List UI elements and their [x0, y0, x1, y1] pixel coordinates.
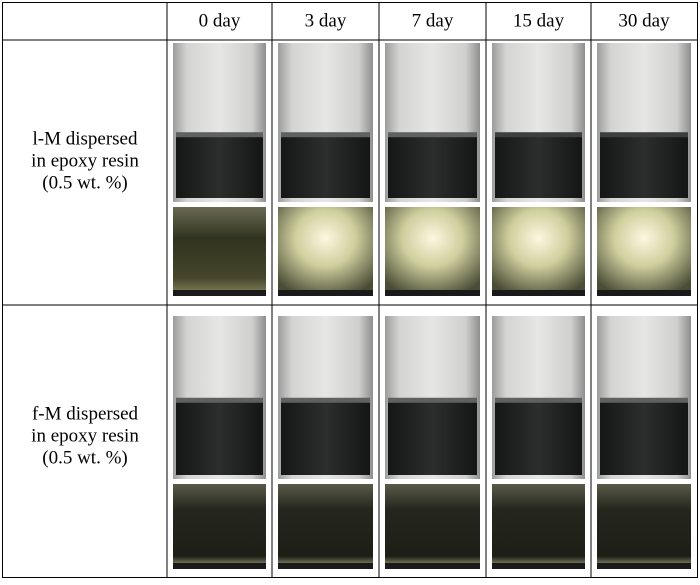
closeup-base — [385, 563, 480, 569]
vial-meniscus — [388, 397, 477, 403]
closeup-base — [173, 290, 266, 296]
vial-liquid — [600, 400, 688, 475]
row-label: f-M dispersed — [32, 403, 139, 424]
row-label: l-M dispersed — [32, 128, 138, 149]
closeup-base — [278, 290, 373, 296]
closeup-base — [597, 563, 691, 569]
label-layer: 0 day 3 day 7 day 15 day 30 day l-M dispersed… — [31, 10, 670, 468]
closeup-photo — [597, 484, 691, 569]
vial-liquid — [176, 400, 263, 475]
column-header: 0 day — [199, 10, 241, 31]
closeup-photo — [173, 484, 266, 569]
column-header: 7 day — [412, 10, 454, 31]
closeup-base — [492, 290, 585, 296]
vial-meniscus — [495, 397, 582, 403]
closeup-base — [278, 563, 373, 569]
vial-meniscus — [281, 132, 370, 138]
vial-meniscus — [388, 132, 477, 138]
closeup-photo — [492, 207, 585, 296]
vial-liquid — [495, 400, 582, 475]
closeup-base — [173, 563, 266, 569]
closeup-base — [385, 290, 480, 296]
vial-meniscus — [600, 132, 688, 138]
column-header: 3 day — [305, 10, 347, 31]
vial-liquid — [495, 135, 582, 198]
row-label: (0.5 wt. %) — [42, 447, 127, 468]
closeup-photo — [385, 207, 480, 296]
closeup-photo — [278, 484, 373, 569]
vial-meniscus — [176, 397, 263, 403]
vial-meniscus — [495, 132, 582, 138]
vial-liquid — [176, 135, 263, 198]
closeup-photo — [278, 207, 373, 296]
column-header: 30 day — [618, 10, 670, 31]
closeup-photo — [173, 207, 266, 296]
photo-layer — [173, 43, 691, 569]
closeup-base — [492, 563, 585, 569]
closeup-photo — [385, 484, 480, 569]
table-border — [2, 2, 698, 578]
vial-liquid — [600, 135, 688, 198]
closeup-photo — [597, 207, 691, 296]
vial-meniscus — [176, 132, 263, 138]
row-label: (0.5 wt. %) — [42, 172, 127, 193]
vial-liquid — [281, 135, 370, 198]
vial-liquid — [281, 400, 370, 475]
vial-meniscus — [600, 397, 688, 403]
vial-meniscus — [281, 397, 370, 403]
row-label: in epoxy resin — [31, 150, 139, 171]
closeup-photo — [492, 484, 585, 569]
row-label: in epoxy resin — [31, 425, 139, 446]
vial-liquid — [388, 400, 477, 475]
closeup-base — [597, 290, 691, 296]
vial-liquid — [388, 135, 477, 198]
column-header: 15 day — [513, 10, 565, 31]
